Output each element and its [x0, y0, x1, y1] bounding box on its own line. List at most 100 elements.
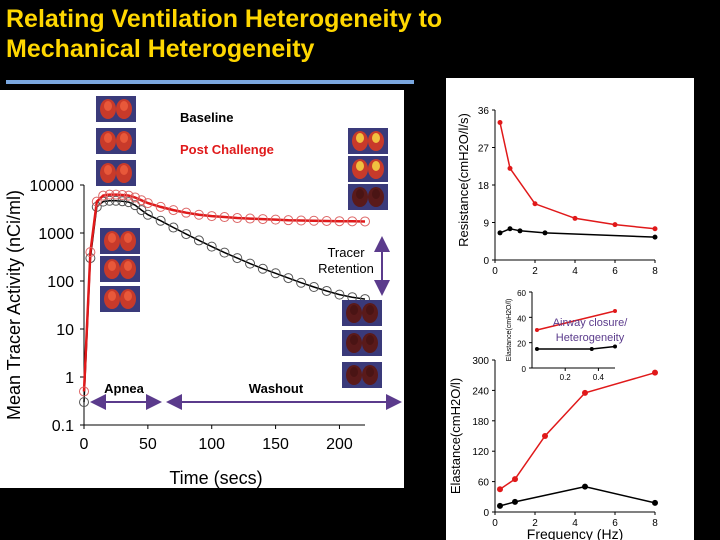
- tracer-data-point: [270, 214, 281, 225]
- lung-scan-thumbnail: [96, 160, 136, 186]
- resistance-x-tick-label: 6: [612, 266, 618, 277]
- title-line-1: Relating Ventilation Heterogeneity to: [6, 5, 443, 33]
- inset-y-tick-label: 60: [517, 289, 526, 298]
- tracer-data-point: [142, 198, 153, 209]
- tracer-series-line: [82, 193, 366, 392]
- resistance-data-point: [612, 222, 618, 228]
- elastance-y-tick-label: 300: [472, 356, 489, 367]
- tracer-data-point: [117, 189, 128, 200]
- tracer-data-point: [283, 215, 294, 226]
- tracer-x-tick-label: 50: [139, 436, 157, 453]
- tracer-x-label: Time (secs): [169, 468, 262, 488]
- resistance-series-line: [499, 122, 656, 230]
- resistance-y-tick-label: 0: [483, 256, 489, 267]
- tracer-data-point: [219, 212, 230, 223]
- resistance-data-point: [497, 120, 503, 125]
- tracer-label: Tracer: [327, 245, 365, 260]
- resistance-data-point: [532, 201, 538, 207]
- tracer-data-point: [136, 195, 147, 206]
- tracer-data-point: [123, 190, 134, 201]
- tracer-data-point: [155, 215, 166, 226]
- tracer-y-tick-label: 0.1: [52, 418, 74, 435]
- elastance-y-tick-label: 0: [483, 508, 489, 519]
- tracer-data-point: [168, 205, 179, 216]
- lung-scan-thumbnail: [348, 184, 388, 210]
- frequency-x-label: Frequency (Hz): [527, 526, 623, 540]
- tracer-data-point: [296, 215, 307, 226]
- inset-y-tick-label: 40: [517, 314, 526, 323]
- tracer-data-point: [98, 190, 109, 201]
- resistance-y-tick-label: 9: [483, 219, 489, 230]
- inset-y-tick-label: 20: [517, 340, 526, 349]
- elastance-x-tick-label: 2: [532, 518, 538, 529]
- elastance-data-point: [512, 498, 518, 505]
- lung-scan-thumbnail: [342, 330, 382, 356]
- tracer-data-point: [296, 277, 307, 288]
- tracer-data-point: [168, 222, 179, 233]
- resistance-data-point: [497, 230, 503, 236]
- right-chart-panel: [446, 78, 694, 540]
- legend-post-challenge: Post Challenge: [180, 142, 274, 157]
- title-line-2: Mechanical Heterogeneity: [6, 35, 315, 63]
- tracer-data-point: [308, 215, 319, 226]
- tracer-data-point: [142, 209, 153, 220]
- tracer-series-line: [83, 199, 366, 403]
- tracer-data-point: [91, 196, 102, 207]
- tracer-data-point: [206, 211, 217, 222]
- elastance-data-point: [582, 483, 588, 490]
- tracer-data-point: [110, 189, 121, 200]
- tracer-data-point: [193, 235, 204, 246]
- title-rule: [6, 80, 414, 84]
- tracer-data-point: [155, 201, 166, 212]
- tracer-x-tick-label: 150: [262, 436, 289, 453]
- tracer-data-point: [136, 205, 147, 216]
- lung-scan-thumbnail: [96, 128, 136, 154]
- tracer-data-point: [232, 253, 243, 264]
- tracer-y-tick-label: 10000: [30, 178, 75, 195]
- elastance-x-tick-label: 8: [652, 518, 658, 529]
- tracer-x-tick-label: 0: [80, 436, 89, 453]
- resistance-data-point: [507, 226, 513, 232]
- resistance-x-tick-label: 8: [652, 266, 658, 277]
- lung-scan-thumbnail: [96, 96, 136, 122]
- tracer-data-point: [85, 247, 96, 258]
- tracer-data-point: [270, 268, 281, 279]
- resistance-data-point: [507, 165, 513, 171]
- lung-scan-thumbnail: [348, 156, 388, 182]
- tracer-data-point: [219, 247, 230, 258]
- resistance-x-tick-label: 4: [572, 266, 578, 277]
- washout-label: Washout: [249, 381, 304, 396]
- resistance-y-label: Resistance(cmH2O/l/s): [456, 113, 471, 247]
- elastance-x-tick-label: 0: [492, 518, 498, 529]
- tracer-data-point: [347, 216, 358, 227]
- elastance-series-line: [499, 485, 656, 507]
- tracer-data-point: [360, 216, 370, 227]
- airway-closure-label: Airway closure/: [553, 317, 629, 329]
- tracer-y-tick-label: 10: [56, 322, 74, 339]
- resistance-data-point: [517, 228, 523, 234]
- tracer-data-point: [79, 386, 89, 397]
- tracer-data-point: [110, 195, 121, 206]
- tracer-data-point: [334, 216, 345, 227]
- tracer-data-point: [232, 213, 243, 224]
- tracer-data-point: [257, 214, 268, 225]
- tracer-data-point: [79, 397, 89, 408]
- resistance-y-tick-label: 18: [478, 181, 490, 192]
- inset-data-point: [613, 309, 617, 313]
- legend-baseline: Baseline: [180, 110, 233, 125]
- inset-series-line: [536, 310, 616, 331]
- tracer-y-tick-label: 1: [65, 370, 74, 387]
- lung-scan-thumbnail: [348, 128, 388, 154]
- lung-scan-thumbnail: [100, 228, 140, 254]
- tracer-data-point: [130, 192, 141, 203]
- inset-x-tick-label: 0.2: [560, 373, 572, 382]
- elastance-x-tick-label: 4: [572, 518, 578, 529]
- resistance-chart: 36 27 18 9 00 2 4 6 8 Resistance(cmH2O/l/s): [456, 106, 658, 277]
- elastance-y-tick-label: 180: [472, 417, 489, 428]
- elastance-data-point: [497, 502, 503, 509]
- tracer-data-point: [321, 285, 332, 296]
- tracer-data-point: [245, 258, 256, 269]
- tracer-data-point: [193, 209, 204, 220]
